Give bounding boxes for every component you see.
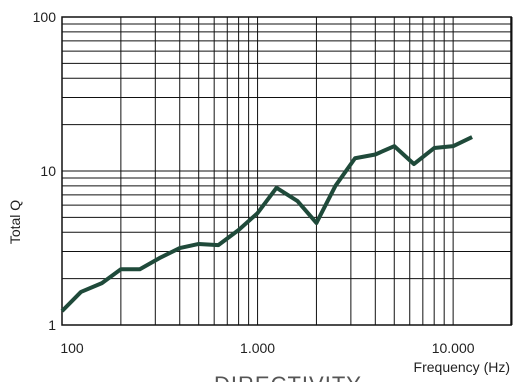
y-axis-label: Total Q bbox=[7, 200, 23, 244]
y-tick-label: 1 bbox=[48, 317, 56, 333]
x-tick-label: 1.000 bbox=[240, 340, 275, 356]
data-line bbox=[60, 135, 473, 313]
y-tick-label: 10 bbox=[40, 163, 56, 179]
x-tick-label: 100 bbox=[60, 340, 84, 356]
x-axis-label: Frequency (Hz) bbox=[414, 359, 510, 375]
x-tick-label: 10.000 bbox=[432, 340, 475, 356]
y-tick-label: 100 bbox=[33, 9, 57, 25]
plot-frame bbox=[61, 16, 512, 326]
chart-title: DIRECTIVITY bbox=[214, 372, 362, 382]
